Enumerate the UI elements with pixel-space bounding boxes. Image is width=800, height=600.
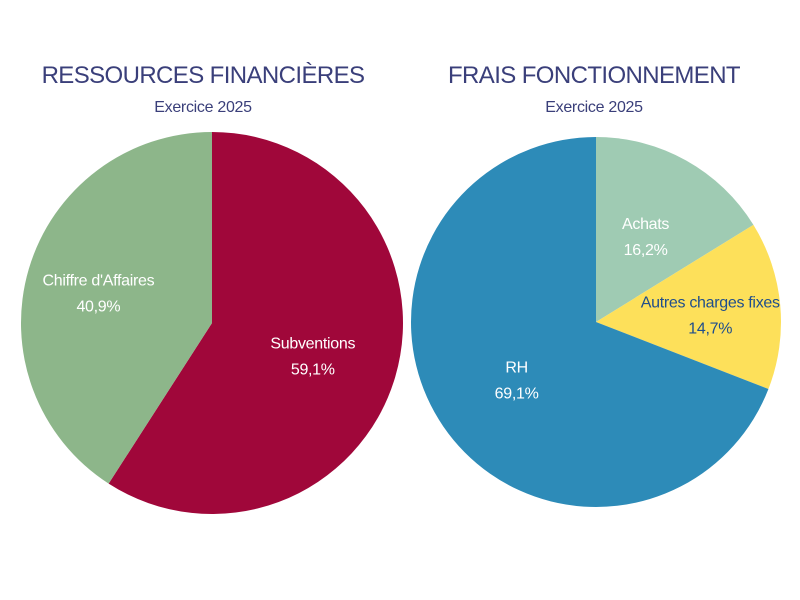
- frais-pie-chart: FRAIS FONCTIONNEMENT Exercice 2025 Achat…: [411, 62, 781, 507]
- slice-label-subventions: Subventions: [270, 336, 355, 353]
- chart-subtitle: Exercice 2025: [545, 99, 643, 116]
- slice-label-achats: Achats: [622, 216, 669, 233]
- pie-slice-chiffre-d-affaires: [20, 132, 213, 484]
- slice-label-rh: RH: [505, 359, 528, 376]
- slice-value-subventions: 59,1%: [291, 362, 335, 379]
- chart-title: FRAIS FONCTIONNEMENT: [448, 62, 741, 89]
- pie-slice-achats: [596, 137, 754, 322]
- pie-slice-subventions: [108, 132, 403, 514]
- slice-label-autres-charges-fixes: Autres charges fixes: [641, 295, 780, 312]
- slice-value-chiffre-d-affaires: 40,9%: [76, 299, 120, 316]
- pie-slice-rh: [411, 137, 769, 507]
- slice-label-chiffre-d-affaires: Chiffre d'Affaires: [42, 273, 154, 290]
- ressources-pie-chart: RESSOURCES FINANCIÈRES Exercice 2025 Sub…: [20, 62, 403, 514]
- slice-value-autres-charges-fixes: 14,7%: [688, 321, 732, 338]
- pie-slice-autres-charges-fixes: [596, 224, 781, 390]
- pie-labels: Subventions 59,1% Chiffre d'Affaires 40,9%: [42, 273, 355, 379]
- slice-value-achats: 16,2%: [624, 242, 668, 259]
- pie-slices: [411, 137, 781, 507]
- chart-subtitle: Exercice 2025: [154, 99, 252, 116]
- slice-value-rh: 69,1%: [495, 385, 539, 402]
- chart-title: RESSOURCES FINANCIÈRES: [42, 62, 365, 89]
- pie-slices: [20, 132, 403, 514]
- pie-labels: Achats 16,2% Autres charges fixes 14,7% RH 69…: [495, 216, 781, 402]
